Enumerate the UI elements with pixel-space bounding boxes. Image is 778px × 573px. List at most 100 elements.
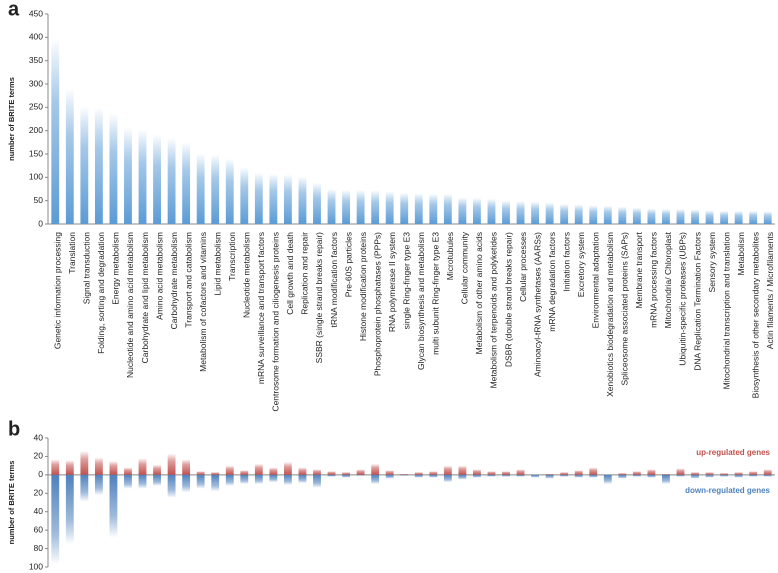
x-tick-label: Mitochondria/ Chloroplast [663, 231, 673, 328]
y-axis-label: number of BRITE terms [7, 461, 16, 545]
x-tick-label: Sensory system [707, 232, 717, 292]
bar [65, 474, 74, 544]
legend-entry: down-regulated genes [685, 486, 770, 495]
x-tick-label: Metabolism of terpenoids and polyketides [489, 232, 499, 388]
bar [167, 453, 176, 475]
bar [269, 474, 278, 483]
bar [327, 189, 336, 224]
bar [647, 208, 656, 224]
y-tick-label: 60 [34, 524, 44, 534]
y-tick-label: 0 [38, 218, 43, 228]
bar [124, 467, 132, 475]
bar [51, 474, 60, 565]
bar [763, 469, 772, 475]
bar [153, 134, 161, 224]
bar [138, 474, 147, 489]
bar [589, 205, 598, 224]
x-tick-label: Carbohydrate metabolism [169, 232, 179, 329]
bar [400, 474, 409, 476]
x-tick-label: Histone modification proteins [358, 232, 368, 341]
bar [342, 472, 350, 475]
bar [414, 472, 423, 475]
bar [705, 210, 714, 224]
bar [443, 193, 452, 224]
bar [327, 471, 336, 475]
bar [429, 471, 438, 475]
bar [487, 198, 496, 224]
y-axis-label: number of BRITE terms [7, 77, 16, 161]
x-tick-label: Glycan biosynthesis and metabolism [416, 232, 426, 370]
panel-label: b [8, 418, 20, 440]
bar [632, 474, 641, 477]
x-tick-label: tRNA modification factors [329, 232, 339, 327]
bar [371, 190, 380, 224]
bar [196, 153, 205, 224]
x-tick-label: Transcription [227, 232, 237, 281]
bar [458, 465, 467, 475]
x-tick-label: Metabolism [736, 232, 746, 275]
bar [94, 457, 103, 475]
y-tick-label: 40 [34, 506, 44, 516]
bar [473, 474, 481, 478]
bar [414, 193, 423, 224]
bar [414, 474, 423, 478]
bar [763, 474, 772, 477]
x-tick-label: Xenobiotics biodegradation and metabolis… [605, 232, 615, 397]
bar [313, 474, 321, 488]
x-tick-label: Amino acid metabolism [154, 232, 164, 320]
bar [720, 473, 729, 475]
bar [589, 474, 598, 478]
bar [94, 107, 103, 224]
bar [749, 474, 758, 477]
bar [458, 197, 467, 224]
x-tick-label: Transport and catabolism [183, 232, 193, 328]
bar [749, 471, 758, 475]
bar [153, 464, 161, 475]
x-tick-label: single Ring-finger type E3 [401, 232, 411, 330]
bar [473, 469, 481, 475]
bar [385, 470, 394, 475]
bar [574, 470, 583, 475]
bar [502, 200, 510, 224]
y-tick-label: 100 [29, 561, 43, 571]
bar [182, 142, 191, 224]
bar [502, 471, 510, 475]
y-tick-label: 250 [29, 102, 43, 112]
bar [124, 474, 132, 489]
x-tick-label: Cell growth and death [285, 232, 295, 315]
y-tick-label: 400 [29, 32, 43, 42]
x-tick-label: Microtubules [445, 232, 455, 280]
bar [109, 112, 118, 224]
bar [371, 463, 380, 475]
bar [720, 474, 729, 477]
bar [473, 197, 481, 224]
x-tick-label: Actin filaments / Microfilaments [765, 232, 775, 349]
bar [211, 474, 220, 492]
bar [603, 474, 612, 485]
y-tick-label: 100 [29, 172, 43, 182]
bar [313, 182, 321, 224]
bar [182, 474, 191, 493]
bar [254, 474, 263, 485]
bar [691, 474, 699, 479]
bar [356, 474, 365, 476]
bar [443, 465, 452, 475]
bar [487, 471, 496, 475]
x-tick-label: mRNA surveillance and transport factors [256, 232, 266, 384]
bar [80, 474, 89, 502]
x-tick-label: mRNA processing factors [649, 232, 659, 328]
bar [662, 474, 670, 485]
bar [167, 137, 176, 224]
bar [254, 463, 263, 475]
x-tick-label: Membrane transport [634, 231, 644, 308]
bar [182, 459, 191, 475]
x-tick-label: Environmental adaptation [591, 232, 601, 329]
bar [647, 469, 656, 475]
bar [240, 470, 249, 475]
x-tick-label: Folding, sorting and degradation [96, 232, 106, 354]
bar [705, 474, 714, 478]
x-tick-label: RNA polymerase II system [387, 232, 397, 332]
bar [65, 88, 74, 225]
